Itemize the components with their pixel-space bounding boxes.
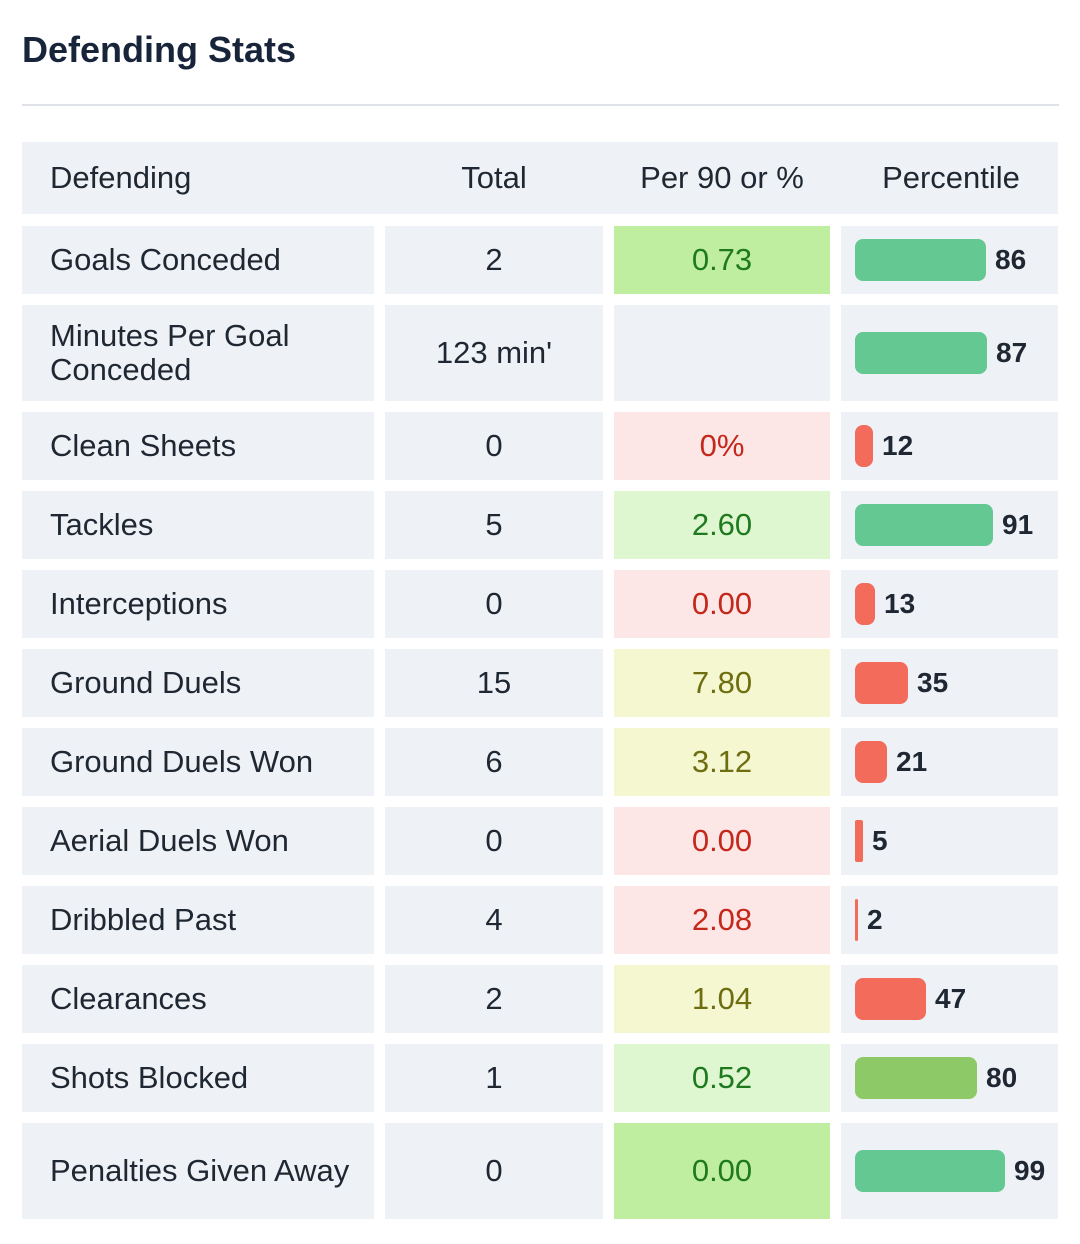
stat-total: 0	[385, 807, 603, 875]
percentile-bar	[855, 978, 926, 1020]
stat-label: Penalties Given Away	[22, 1123, 374, 1219]
stat-per90: 1.04	[614, 965, 830, 1033]
percentile-value: 86	[995, 244, 1027, 275]
stat-percentile: 5	[841, 807, 1058, 875]
stat-total: 4	[385, 886, 603, 954]
percentile-bar	[855, 239, 986, 281]
stat-total: 2	[385, 965, 603, 1033]
stat-percentile: 21	[841, 728, 1058, 796]
percentile-bar	[855, 425, 873, 467]
stat-per90: 0.52	[614, 1044, 830, 1112]
stat-percentile: 2	[841, 886, 1058, 954]
stat-label: Interceptions	[22, 570, 374, 638]
percentile-bar	[855, 504, 993, 546]
percentile-bar	[855, 1057, 977, 1099]
percentile-value: 12	[882, 430, 914, 461]
percentile-value: 2	[867, 904, 883, 935]
percentile-value: 5	[872, 825, 888, 856]
column-header-defending: Defending	[22, 142, 385, 214]
stat-label: Goals Conceded	[22, 226, 374, 294]
percentile-value: 35	[917, 667, 949, 698]
percentile-bar	[855, 583, 875, 625]
percentile-value: 21	[896, 746, 928, 777]
percentile-bar	[855, 662, 908, 704]
percentile-value: 87	[996, 337, 1028, 368]
title-divider	[22, 104, 1059, 106]
percentile-value: 99	[1014, 1155, 1046, 1186]
section-title: Defending Stats	[22, 29, 297, 70]
stat-total: 0	[385, 570, 603, 638]
stat-per90: 0%	[614, 412, 830, 480]
stat-total: 123 min'	[385, 305, 603, 401]
column-header-total: Total	[374, 142, 614, 214]
stat-total: 5	[385, 491, 603, 559]
percentile-bar	[855, 332, 987, 374]
percentile-bar	[855, 899, 858, 941]
stat-total: 0	[385, 1123, 603, 1219]
stat-per90: 0.00	[614, 807, 830, 875]
stat-per90: 0.00	[614, 1123, 830, 1219]
stat-per90: 3.12	[614, 728, 830, 796]
stat-label: Aerial Duels Won	[22, 807, 374, 875]
stat-per90	[614, 305, 830, 401]
percentile-value: 13	[884, 588, 916, 619]
stat-label: Dribbled Past	[22, 886, 374, 954]
stat-per90: 7.80	[614, 649, 830, 717]
stat-total: 0	[385, 412, 603, 480]
stat-per90: 0.73	[614, 226, 830, 294]
stat-total: 2	[385, 226, 603, 294]
stat-label: Ground Duels	[22, 649, 374, 717]
column-header-percentile: Percentile	[830, 142, 1058, 214]
stat-per90: 0.00	[614, 570, 830, 638]
stat-label: Tackles	[22, 491, 374, 559]
defending-stats-table: Defending Total Per 90 or % Percentile G…	[22, 142, 1059, 1230]
percentile-bar	[855, 741, 887, 783]
stat-label: Shots Blocked	[22, 1044, 374, 1112]
stat-percentile: 91	[841, 491, 1058, 559]
stat-percentile: 47	[841, 965, 1058, 1033]
stat-label: Minutes Per Goal Conceded	[22, 305, 374, 401]
stat-percentile: 87	[841, 305, 1058, 401]
column-header-per90: Per 90 or %	[603, 142, 841, 214]
stat-label: Ground Duels Won	[22, 728, 374, 796]
stat-percentile: 13	[841, 570, 1058, 638]
stat-percentile: 35	[841, 649, 1058, 717]
stat-percentile: 80	[841, 1044, 1058, 1112]
percentile-value: 80	[986, 1062, 1018, 1093]
stat-total: 1	[385, 1044, 603, 1112]
stat-label: Clean Sheets	[22, 412, 374, 480]
stat-label: Clearances	[22, 965, 374, 1033]
percentile-value: 47	[935, 983, 967, 1014]
percentile-bar	[855, 1150, 1005, 1192]
percentile-bar	[855, 820, 863, 862]
stat-total: 6	[385, 728, 603, 796]
stat-percentile: 12	[841, 412, 1058, 480]
stat-per90: 2.08	[614, 886, 830, 954]
percentile-value: 91	[1002, 509, 1034, 540]
stat-per90: 2.60	[614, 491, 830, 559]
stat-percentile: 99	[841, 1123, 1058, 1219]
stat-percentile: 86	[841, 226, 1058, 294]
stat-total: 15	[385, 649, 603, 717]
